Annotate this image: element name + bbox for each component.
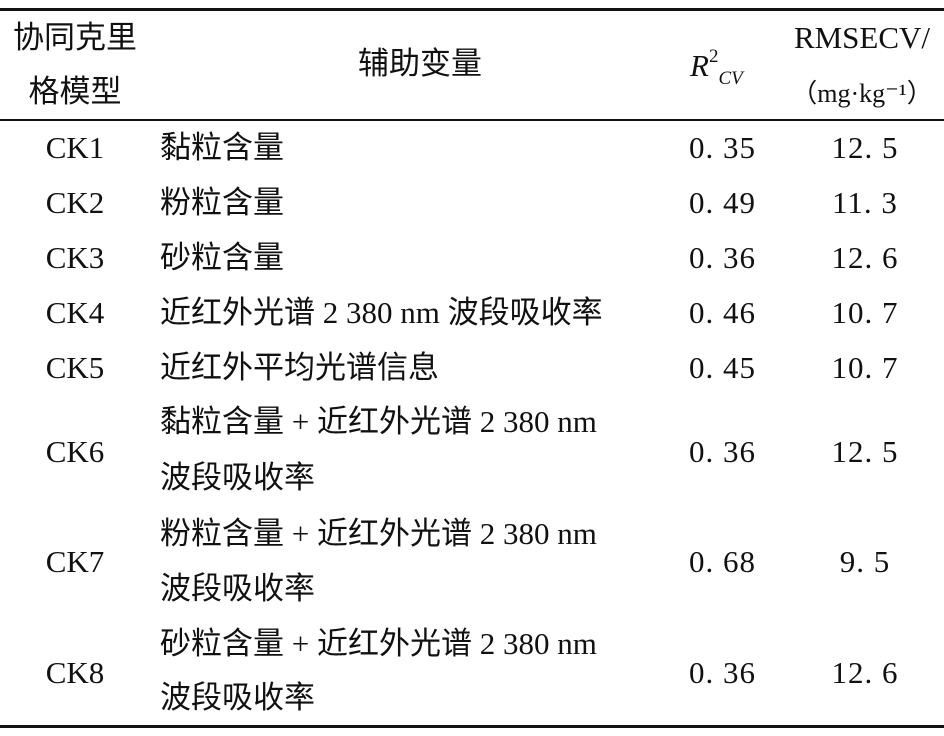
row-ck8-r2: 0. 36 xyxy=(689,655,756,690)
row-ck7-r2: 0. 68 xyxy=(689,544,756,579)
table-bottom-rule xyxy=(0,725,944,728)
row-ck4-var: 近红外光谱 2 380 nm 波段吸收率 xyxy=(160,295,603,330)
row-ck5-var: 近红外平均光谱信息 xyxy=(160,350,439,385)
row-ck4-rmse: 10. 7 xyxy=(831,295,899,330)
header-r2-sup: 2 xyxy=(708,46,719,67)
row-ck8-var-line1: 砂粒含量 + 近红外光谱 2 380 nm xyxy=(160,626,597,661)
row-ck7-var-line1: 粉粒含量 + 近红外光谱 2 380 nm xyxy=(160,516,597,551)
header-r2-base: R xyxy=(690,48,709,83)
header-model-line1: 协同克里 xyxy=(13,20,137,55)
row-ck1-model: CK1 xyxy=(45,130,105,165)
row-ck3-rmse: 12. 6 xyxy=(831,240,899,275)
row-ck1-var: 黏粒含量 xyxy=(160,130,284,165)
row-ck7-var-line2: 波段吸收率 xyxy=(160,571,315,606)
row-ck8-model: CK8 xyxy=(45,655,105,690)
row-ck5-model: CK5 xyxy=(45,350,105,385)
table-top-rule xyxy=(0,8,944,11)
header-rmse-unit: （mg·kg⁻¹） xyxy=(791,79,933,108)
row-ck2-var: 粉粒含量 xyxy=(160,185,284,220)
row-ck4-r2: 0. 46 xyxy=(689,295,756,330)
row-ck5-rmse: 10. 7 xyxy=(831,350,899,385)
row-ck7-rmse: 9. 5 xyxy=(839,544,891,579)
header-r2: R2CV xyxy=(690,40,760,92)
header-rmse-line1: RMSECV/ xyxy=(793,20,931,55)
row-ck6-var-line2: 波段吸收率 xyxy=(160,460,315,495)
row-ck6-model: CK6 xyxy=(45,434,105,469)
row-ck2-r2: 0. 49 xyxy=(689,185,756,220)
row-ck8-var-line2: 波段吸收率 xyxy=(160,680,315,715)
row-ck6-r2: 0. 36 xyxy=(689,434,756,469)
row-ck1-rmse: 12. 5 xyxy=(831,130,899,165)
row-ck1-r2: 0. 35 xyxy=(689,130,756,165)
header-model-line2: 格模型 xyxy=(28,74,122,109)
row-ck6-var-line1: 黏粒含量 + 近红外光谱 2 380 nm xyxy=(160,404,597,439)
row-ck6-rmse: 12. 5 xyxy=(831,434,899,469)
row-ck4-model: CK4 xyxy=(45,295,105,330)
row-ck3-var: 砂粒含量 xyxy=(160,240,284,275)
row-ck3-model: CK3 xyxy=(45,240,105,275)
row-ck8-rmse: 12. 6 xyxy=(831,655,899,690)
row-ck5-r2: 0. 45 xyxy=(689,350,756,385)
header-aux-var: 辅助变量 xyxy=(358,46,482,81)
row-ck2-model: CK2 xyxy=(45,185,105,220)
row-ck3-r2: 0. 36 xyxy=(689,240,756,275)
row-ck7-model: CK7 xyxy=(45,544,105,579)
header-r2-sub: CV xyxy=(718,68,743,89)
table-header-rule xyxy=(0,119,944,121)
row-ck2-rmse: 11. 3 xyxy=(832,185,898,220)
